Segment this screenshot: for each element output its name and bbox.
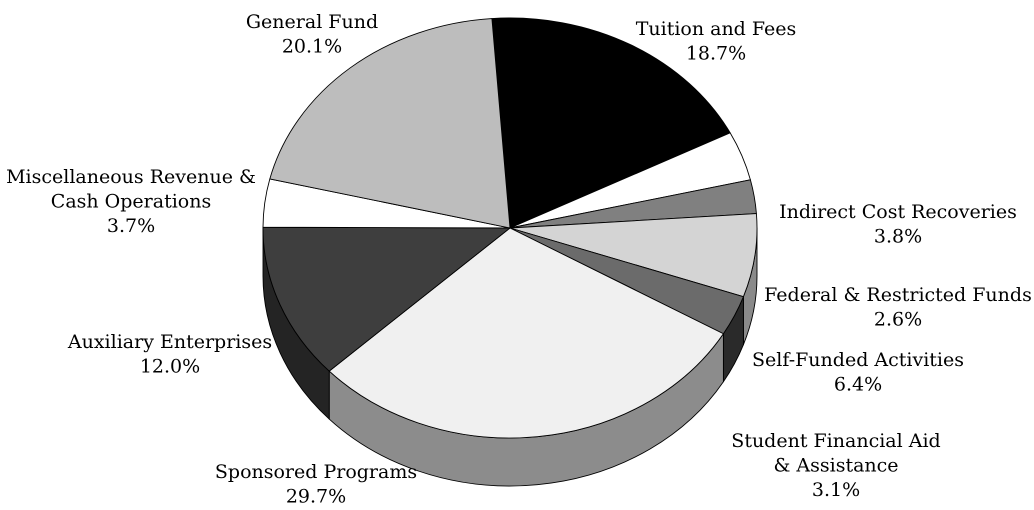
data-label-general-fund-percent: 20.1% bbox=[282, 36, 342, 58]
data-label-indirect-cost-recoveries-percent: 3.8% bbox=[874, 226, 922, 248]
data-label-self-funded-activities-name-line-1: Self-Funded Activities bbox=[752, 349, 964, 371]
data-label-federal-restricted-funds-name-line-1: Federal & Restricted Funds bbox=[764, 284, 1032, 306]
pie-slice-tuition-and-fees bbox=[491, 17, 731, 229]
data-label-miscellaneous-revenue-cash-operations-name-line-2: Cash Operations bbox=[51, 191, 211, 213]
pie-slice-auxiliary-enterprises bbox=[262, 226, 511, 372]
data-label-auxiliary-enterprises-percent: 12.0% bbox=[140, 356, 200, 378]
data-label-miscellaneous-revenue-cash-operations-percent: 3.7% bbox=[107, 215, 155, 237]
pie-slice-sponsored-programs bbox=[328, 227, 724, 439]
pie-slice-general-fund bbox=[269, 18, 511, 229]
data-label-miscellaneous-revenue-cash-operations-name-line-1: Miscellaneous Revenue & bbox=[6, 166, 256, 188]
data-label-general-fund-name-line-1: General Fund bbox=[246, 11, 378, 33]
pie-slices bbox=[262, 17, 758, 439]
data-label-student-financial-aid-assistance-name-line-1: Student Financial Aid bbox=[731, 430, 940, 452]
data-label-tuition-and-fees-percent: 18.7% bbox=[686, 43, 746, 65]
pie-labels: Tuition and Fees 18.7% Indirect Cost Recov… bbox=[6, 11, 1032, 508]
data-label-indirect-cost-recoveries-name-line-1: Indirect Cost Recoveries bbox=[779, 201, 1017, 223]
data-label-federal-restricted-funds-percent: 2.6% bbox=[874, 309, 922, 331]
data-label-self-funded-activities-percent: 6.4% bbox=[834, 374, 882, 396]
data-label-auxiliary-enterprises-name-line-1: Auxiliary Enterprises bbox=[67, 331, 272, 353]
data-label-tuition-and-fees-name-line-1: Tuition and Fees bbox=[636, 18, 797, 40]
data-label-sponsored-programs-percent: 29.7% bbox=[286, 486, 346, 508]
data-label-student-financial-aid-assistance-name-line-2: & Assistance bbox=[773, 455, 898, 477]
data-label-student-financial-aid-assistance-percent: 3.1% bbox=[812, 479, 860, 501]
data-label-sponsored-programs-name-line-1: Sponsored Programs bbox=[215, 461, 417, 483]
